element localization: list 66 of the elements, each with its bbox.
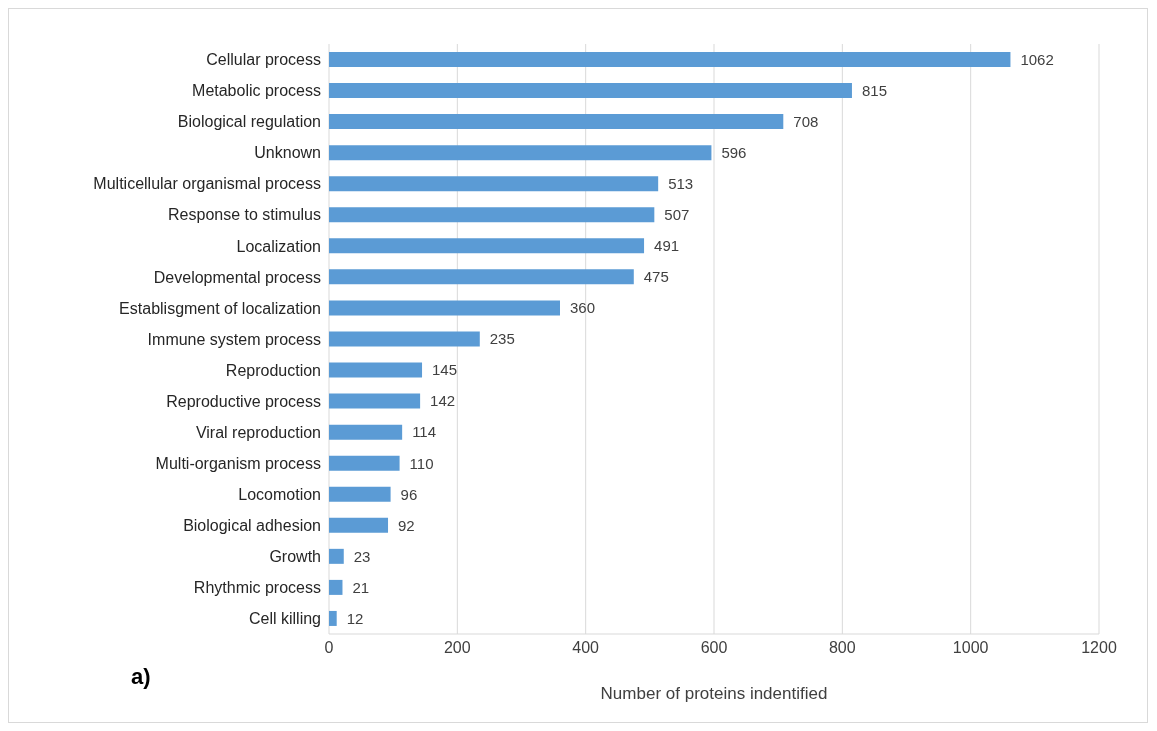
bar (329, 610, 337, 626)
y-tick-label: Viral reproduction (195, 423, 321, 441)
bar (329, 331, 480, 347)
bar (329, 517, 389, 533)
y-tick-label: Growth (269, 548, 321, 566)
y-tick-label: Cell killing (248, 610, 321, 628)
x-tick-label: 600 (700, 639, 728, 657)
bar (329, 300, 560, 316)
bar (329, 548, 344, 564)
bar (329, 269, 634, 285)
y-tick-label: Biological regulation (177, 113, 321, 131)
x-tick-label: 1200 (1081, 639, 1117, 657)
y-tick-label: Reproduction (225, 361, 321, 379)
data-label: 596 (721, 143, 747, 161)
data-label: 475 (643, 268, 669, 286)
data-label: 96 (400, 485, 418, 503)
bar (329, 238, 645, 254)
x-tick-label: 200 (443, 639, 471, 657)
data-label: 21 (352, 578, 370, 596)
bar (329, 393, 421, 409)
data-label: 110 (409, 454, 434, 472)
data-label: 708 (793, 112, 819, 130)
y-tick-label: Localization (236, 237, 321, 255)
data-label: 23 (353, 547, 371, 565)
bar (329, 145, 712, 161)
x-tick-label: 800 (828, 639, 856, 657)
y-tick-label: Reproductive process (166, 392, 321, 410)
data-label: 142 (430, 392, 456, 410)
y-tick-label: Immune system process (147, 330, 321, 348)
data-label: 145 (432, 361, 458, 379)
data-label: 92 (398, 516, 415, 534)
bar (329, 176, 659, 192)
data-label: 1062 (1020, 50, 1054, 68)
text: a) (131, 664, 151, 690)
bar (329, 579, 343, 595)
y-tick-label: Locomotion (238, 485, 321, 503)
y-tick-label: Biological adhesion (183, 517, 321, 534)
bar (329, 207, 655, 223)
y-tick-label: Metabolic process (192, 82, 321, 100)
x-tick-label: 400 (572, 639, 600, 657)
y-tick-label: Multi-organism process (155, 454, 321, 472)
data-label: 360 (570, 299, 596, 317)
y-tick-label: Developmental process (153, 268, 321, 286)
bar (329, 362, 423, 378)
data-label: 507 (664, 206, 690, 224)
y-tick-label: Unknown (254, 144, 321, 162)
bar (329, 52, 1011, 67)
bar (329, 486, 391, 502)
x-tick-label: 0 (324, 639, 334, 657)
x-tick-label: 1000 (952, 639, 989, 657)
y-tick-label: Establisgment of localization (119, 299, 321, 317)
bar (329, 114, 784, 130)
y-tick-label: Cellular process (206, 51, 321, 69)
bar (329, 83, 852, 99)
x-axis-title: Number of proteins indentified (600, 684, 828, 703)
y-tick-label: Response to stimulus (168, 206, 321, 224)
data-label: 513 (668, 175, 694, 193)
bar (329, 455, 400, 471)
data-label: 114 (412, 423, 437, 441)
y-tick-label: Rhythmic process (193, 579, 321, 597)
y-tick-label: Multicellular organismal process (93, 175, 321, 193)
data-label: 12 (346, 609, 364, 627)
data-label: 235 (489, 330, 515, 348)
data-label: 815 (861, 81, 887, 99)
data-label: 491 (654, 237, 680, 255)
bar (329, 424, 403, 440)
